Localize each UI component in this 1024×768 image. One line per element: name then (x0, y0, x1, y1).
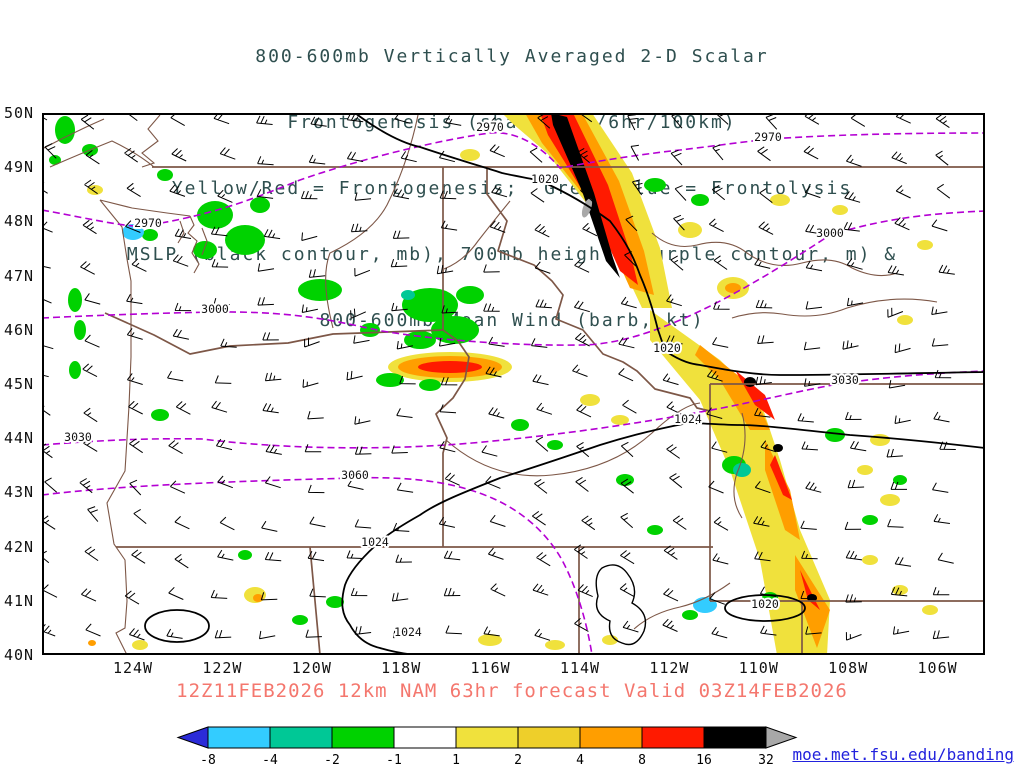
contour-labels: 2970 2970 2970 3000 3000 3030 3030 3060 1020 1020… (62, 118, 861, 641)
title-line-1: 800-600mb Vertically Averaged 2-D Scalar (255, 46, 769, 67)
contour-label: 2970 (476, 120, 504, 134)
colorbar-tick-label: -8 (200, 753, 216, 768)
wind-barbs (32, 106, 956, 641)
colorbar-segment (517, 726, 581, 749)
colorbar-tick-label: 2 (514, 753, 522, 768)
lat-label: 47N (4, 266, 35, 285)
lon-label: 110W (738, 659, 779, 677)
colorbar-tick-label: -1 (386, 753, 402, 768)
colorbar-segment (269, 726, 333, 749)
height-contours-700mb (41, 132, 986, 656)
colorbar-segment (393, 726, 457, 749)
lat-label: 45N (4, 375, 35, 393)
colorbar-segment (455, 726, 519, 749)
colorbar-segment (579, 726, 643, 749)
colorbar-tick-label: 32 (758, 753, 774, 768)
colorbar-arrow (176, 726, 209, 749)
contour-label: 3030 (64, 430, 92, 444)
colorbar-segment (703, 726, 767, 749)
lat-label: 48N (4, 212, 35, 231)
colorbar-arrow (765, 726, 798, 749)
contour-label: 3060 (341, 468, 369, 482)
map-container: 2970 2970 2970 3000 3000 3030 3030 3060 1020 1020… (32, 106, 986, 656)
lon-label: 122W (202, 659, 243, 677)
colorbar-tick-label: 8 (638, 753, 646, 768)
colorbar-tick-label: 16 (696, 753, 712, 768)
lon-label: 106W (917, 659, 958, 677)
contour-label: 2970 (134, 216, 162, 230)
lat-label: 41N (4, 591, 35, 610)
colorbar-tick-label: 4 (576, 753, 584, 768)
contour-label: 1024 (674, 412, 702, 426)
contour-label: 3000 (201, 302, 229, 316)
lon-label: 112W (649, 659, 690, 677)
lon-label: 116W (470, 659, 511, 677)
contour-label: 3030 (831, 373, 859, 387)
lat-label: 42N (4, 537, 35, 556)
credit-link[interactable]: moe.met.fsu.edu/banding (792, 745, 1014, 764)
weather-map: 2970 2970 2970 3000 3000 3030 3030 3060 1020 1020… (32, 106, 986, 656)
contour-label: 1020 (531, 172, 559, 186)
colorbar-segment (207, 726, 271, 749)
colorbar-tick-label: 1 (452, 753, 460, 768)
colorbar-legend: -8 -4 -2 -1 1 2 4 8 16 32 (176, 726, 798, 768)
colorbar-segment (331, 726, 395, 749)
frontogenesis-shading (49, 113, 938, 655)
lon-label: 124W (112, 659, 154, 677)
lon-label: 118W (381, 659, 422, 677)
colorbar-tick-label: -4 (262, 753, 278, 768)
forecast-caption: 12Z11FEB2026 12km NAM 63hr forecast Vali… (176, 680, 848, 702)
lat-label: 40N (4, 646, 35, 664)
lat-label: 43N (4, 483, 35, 502)
map-frame (42, 113, 985, 655)
lat-label: 50N (4, 104, 35, 122)
contour-label: 1020 (751, 597, 779, 611)
lon-label: 120W (291, 659, 332, 677)
lon-label: 108W (828, 659, 869, 677)
lat-label: 46N (4, 320, 35, 339)
lat-label: 49N (4, 158, 35, 177)
colorbar-tick-label: -2 (324, 753, 340, 768)
contour-label: 3000 (816, 226, 844, 240)
contour-label: 1024 (361, 535, 389, 549)
contour-label: 1024 (394, 625, 422, 639)
lat-label: 44N (4, 429, 35, 448)
contour-label: 2970 (754, 130, 782, 144)
contour-label: 1020 (653, 341, 681, 355)
coastline-rivers (41, 114, 938, 656)
colorbar-segment (641, 726, 705, 749)
lon-label: 114W (559, 659, 601, 677)
